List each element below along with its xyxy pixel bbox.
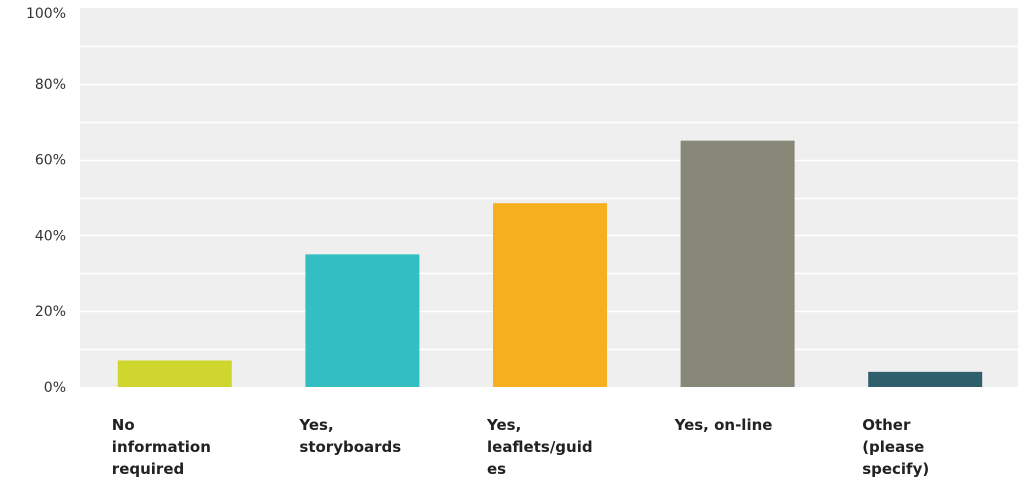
bar (493, 203, 607, 387)
x-tick-label: No information required (112, 416, 211, 478)
bar (868, 371, 983, 387)
bar (117, 360, 232, 387)
bar (305, 254, 420, 387)
x-axis-tick-labels: No information required Yes, storyboards Yes,… (112, 416, 929, 478)
y-tick-label: 0% (44, 380, 66, 396)
y-tick-label: 40% (35, 228, 66, 244)
y-tick-label: 100% (26, 6, 66, 22)
y-axis-tick-labels: 0% 20% 40% 60% 80% 100% (26, 6, 66, 396)
y-tick-label: 20% (35, 304, 66, 320)
y-tick-label: 80% (35, 77, 66, 93)
x-tick-label: Yes, storyboards (298, 416, 401, 456)
x-tick-label: Yes, leaflets/guid es (486, 416, 593, 478)
bar (680, 140, 795, 387)
bars (117, 140, 983, 387)
y-tick-label: 60% (35, 153, 66, 169)
x-tick-label: Yes, on-line (674, 416, 773, 434)
x-tick-label: Other (please specify) (862, 416, 929, 478)
